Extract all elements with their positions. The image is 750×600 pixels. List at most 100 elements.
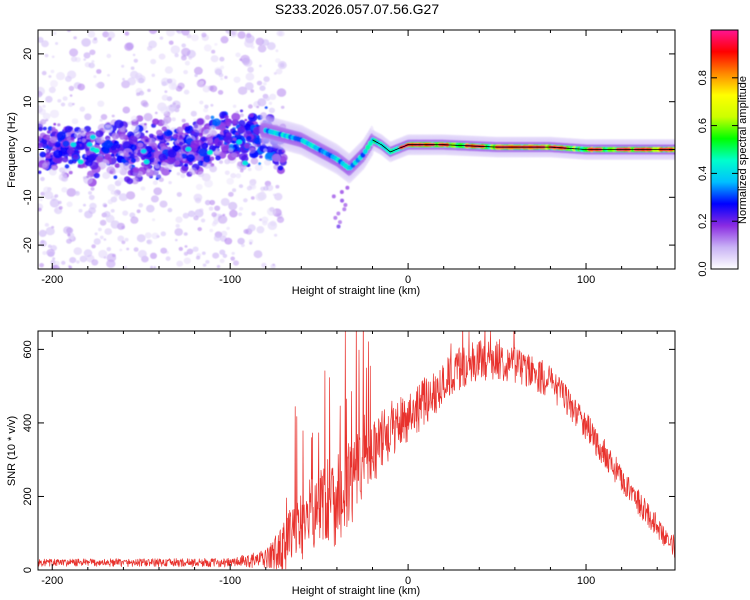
- spectrogram-cell: [232, 104, 237, 109]
- spectrogram-y-tick-label: 0: [22, 146, 34, 152]
- spectrogram-cell: [45, 227, 55, 236]
- spectrogram-cell: [266, 42, 276, 51]
- spectrogram-cell: [242, 160, 249, 166]
- spectrogram-cell: [217, 90, 224, 95]
- spectrogram-cell: [202, 263, 207, 267]
- spectrogram-cell: [184, 60, 190, 66]
- spectrogram-cell: [119, 248, 123, 252]
- spectrogram-cell: [216, 134, 221, 138]
- spectrogram-y-ticks: -20 -10 0 10 20: [22, 48, 675, 253]
- spectrogram-cell: [245, 72, 255, 81]
- spectrogram-cell: [98, 227, 102, 232]
- spectrogram-cell: [38, 229, 47, 237]
- spectrogram-cell: [49, 198, 60, 208]
- spectrogram-cell: [263, 185, 269, 191]
- spectrogram-cell: [50, 264, 60, 269]
- spectrogram-cell: [176, 126, 184, 133]
- spectrogram-cell: [64, 125, 73, 133]
- colorbar-tick-label: 0.6: [697, 118, 709, 133]
- spectrogram-cell: [195, 183, 203, 191]
- spectrogram-cell: [212, 118, 222, 127]
- spectrogram-cell: [339, 190, 344, 195]
- spectrogram-cell: [99, 219, 107, 226]
- snr-y-ticks: 0 200 400 600: [22, 340, 675, 573]
- spectrogram-cell: [213, 234, 221, 242]
- spectrogram-cell: [181, 47, 191, 57]
- spectrogram-cell: [107, 31, 116, 39]
- spectrogram-cell: [168, 181, 172, 185]
- spectrogram-cell: [61, 187, 68, 193]
- spectrogram-cell: [273, 233, 278, 237]
- spectrogram-cell: [340, 198, 345, 203]
- spectrogram-cell: [88, 62, 95, 69]
- spectrogram-cell: [247, 224, 256, 232]
- snr-x-ticks: -200 -100 0 100: [41, 331, 658, 587]
- spectrogram-cell: [124, 31, 130, 36]
- spectrogram-cell: [70, 56, 78, 62]
- spectrogram-cell: [133, 58, 138, 63]
- spectrogram-cell: [132, 53, 136, 57]
- spectrogram-cell: [41, 139, 48, 145]
- spectrogram-cell: [175, 216, 183, 223]
- spectrogram-cell: [264, 159, 271, 166]
- spectrogram-cell: [154, 163, 160, 169]
- spectrogram-cell: [211, 49, 216, 54]
- spectrogram-ridge-line: [372, 139, 675, 153]
- spectrogram-cell: [99, 235, 104, 240]
- spectrogram-cell: [79, 106, 86, 112]
- spectrogram-cell: [275, 184, 280, 189]
- spectrogram-cell: [263, 76, 270, 83]
- spectrogram-cell: [128, 151, 132, 155]
- colorbar-tick-label: 0.4: [697, 166, 709, 181]
- spectrogram-cell: [248, 147, 256, 154]
- spectrogram-cell: [113, 140, 118, 144]
- spectrogram-cell: [180, 173, 186, 179]
- spectrogram-cell: [151, 73, 156, 78]
- spectrogram-cell: [272, 153, 281, 162]
- spectrogram-cell: [230, 173, 237, 179]
- spectrogram-cell: [214, 43, 218, 46]
- spectrogram-cell: [174, 160, 181, 166]
- spectrogram-cell: [239, 113, 244, 118]
- spectrogram-cell: [259, 64, 262, 68]
- spectrogram-cell: [140, 100, 148, 107]
- spectrogram-cell: [123, 162, 132, 171]
- spectrogram-cell: [168, 82, 178, 91]
- spectrogram-cell: [226, 226, 230, 230]
- spectrogram-cell: [147, 88, 151, 92]
- spectrogram-cell: [220, 143, 230, 152]
- spectrogram-cell: [117, 177, 124, 183]
- spectrogram-cell: [188, 161, 193, 166]
- spectrogram-cell: [257, 44, 267, 53]
- spectrogram-cell: [87, 30, 96, 38]
- spectrogram-cell: [191, 34, 199, 42]
- spectrogram-cell: [192, 246, 199, 252]
- spectrogram-cell: [107, 184, 116, 192]
- spectrogram-cell: [192, 123, 203, 133]
- spectrogram-cell: [122, 210, 129, 216]
- spectrogram-cell: [225, 118, 233, 125]
- spectrogram-cell: [103, 238, 107, 241]
- spectrogram-cell: [174, 228, 183, 236]
- spectrogram-cell: [113, 193, 119, 198]
- spectrogram-cell: [237, 161, 244, 167]
- spectrogram-cell: [183, 70, 189, 75]
- spectrogram-cell: [40, 119, 47, 125]
- spectrogram-cell: [156, 129, 163, 136]
- spectrogram-cell: [122, 106, 131, 114]
- spectrogram-cell: [170, 104, 173, 108]
- spectrogram-cell: [74, 190, 81, 196]
- snr-x-tick-label: -100: [219, 575, 241, 587]
- spectrogram-cell: [175, 224, 180, 228]
- spectrogram-cell: [261, 39, 270, 46]
- spectrogram-cell: [273, 72, 277, 75]
- spectrogram-cell: [151, 232, 159, 240]
- spectrogram-cell: [176, 172, 181, 176]
- spectrogram-cell: [237, 126, 246, 134]
- spectrogram-cell: [237, 31, 246, 39]
- spectrogram-cell: [268, 101, 273, 106]
- spectrogram-cell: [217, 215, 228, 224]
- spectrogram-cell: [156, 173, 162, 179]
- spectrogram-cell: [199, 80, 205, 86]
- spectrogram-cell: [126, 191, 136, 200]
